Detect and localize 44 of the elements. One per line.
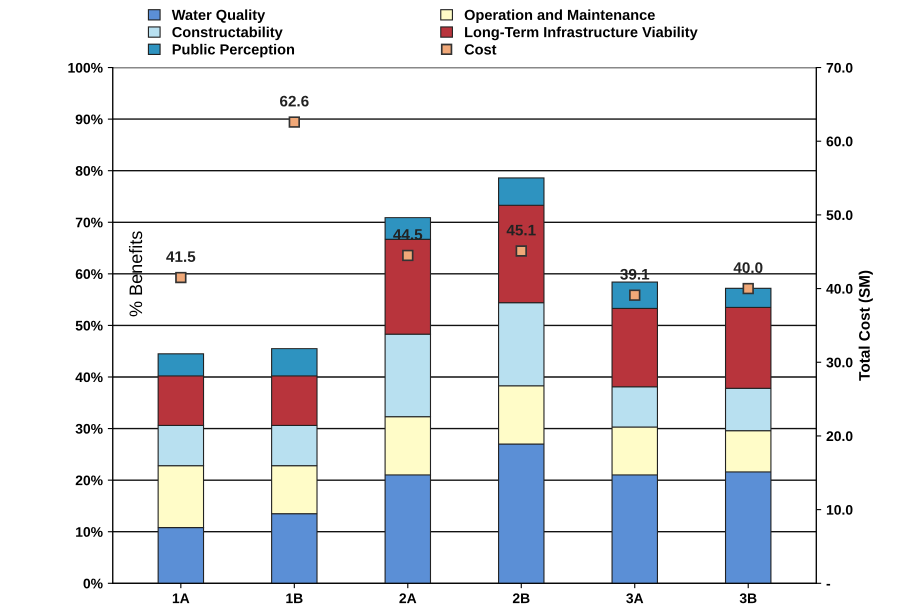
point [629, 290, 640, 301]
y-axis-title: % Benefits [128, 231, 142, 316]
y2-tick-label: - [826, 584, 830, 586]
data-label: 41.5 [166, 251, 196, 262]
y-tick-label: 0% [84, 578, 103, 588]
y-tick-label: 90% [76, 114, 103, 124]
y-tick-label: 20% [76, 475, 103, 486]
point [742, 282, 754, 294]
x-tick-label: 3B [740, 593, 756, 604]
legend-label: Public Perception [172, 44, 294, 58]
y2-axis-title: Total Cost (SM) [858, 270, 873, 381]
x-tick-label: 2A [399, 593, 416, 604]
point [288, 116, 300, 128]
legend-label: Long-Term Infrastructure Viability [465, 26, 698, 40]
y2-tick-label: 40.0 [826, 284, 852, 294]
y-tick-label: 80% [76, 166, 103, 176]
legend-label: Cost [464, 44, 496, 55]
y2-tick-label: 20.0 [826, 431, 852, 442]
y2-tick-label: 70.0 [826, 62, 852, 73]
data-label: 45.1 [506, 224, 536, 236]
x-tick-label: 2B [512, 593, 530, 604]
y-tick-label: 10% [76, 527, 103, 537]
legend-label: Constructability [172, 26, 283, 40]
y2-tick-label: 30.0 [826, 358, 852, 368]
x-tick-label: 3A [626, 593, 644, 604]
y-tick-label: 60% [76, 269, 103, 280]
legend-label: Operation and Maintenance [464, 9, 655, 23]
y-tick-label: 100% [68, 62, 103, 73]
y-tick-label: 70% [76, 218, 103, 228]
point [516, 245, 527, 257]
y-tick-label: 50% [76, 320, 103, 331]
data-label: 40.0 [734, 262, 762, 274]
x-tick-label: 1B [286, 594, 303, 604]
point [402, 250, 414, 262]
point [175, 272, 187, 284]
x-tick-label: 1A [172, 594, 190, 604]
y2-tick-label: 50.0 [826, 210, 852, 220]
data-label: 44.5 [393, 229, 422, 240]
y2-tick-label: 10.0 [826, 504, 852, 515]
data-label: 62.6 [280, 96, 309, 107]
y-tick-label: 40% [75, 372, 103, 382]
y-tick-label: 30% [76, 424, 103, 434]
y2-tick-label: 60.0 [826, 136, 852, 146]
legend-label: Water Quality [172, 9, 266, 23]
